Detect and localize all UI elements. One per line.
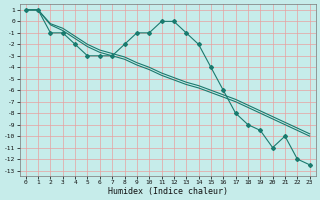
- X-axis label: Humidex (Indice chaleur): Humidex (Indice chaleur): [108, 187, 228, 196]
